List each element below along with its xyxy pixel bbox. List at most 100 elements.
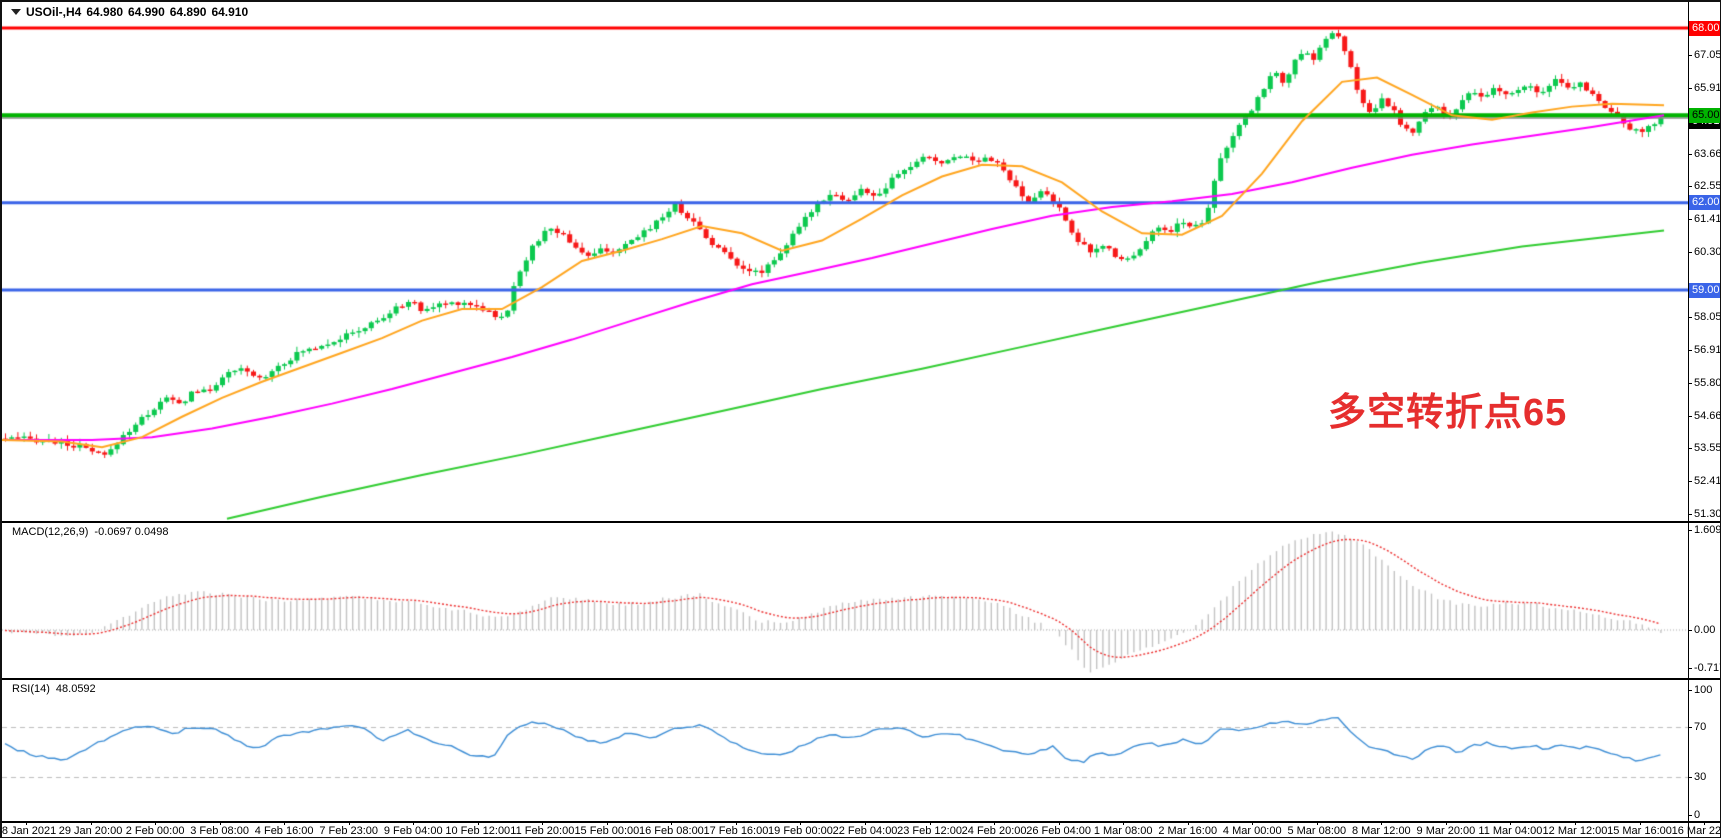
time-axis-label: 4 Feb 16:00: [254, 825, 314, 837]
time-axis-tick: [1187, 821, 1189, 825]
macd-axis-label: 0.00: [1694, 623, 1716, 636]
time-axis-tick: [994, 821, 996, 825]
rsi-panel-separator[interactable]: [2, 678, 1720, 680]
quote-open: 64.980: [86, 5, 124, 19]
time-axis-tick: [1445, 821, 1447, 825]
macd-values: -0.0697 0.0498: [94, 526, 169, 538]
time-axis-label: 4 Mar 00:00: [1222, 825, 1282, 837]
symbol-timeframe: USOil-,H4: [26, 5, 82, 19]
price-axis-label: 55.800: [1694, 376, 1721, 389]
macd-axis-tick: [1688, 529, 1692, 531]
time-axis-label: 26 Feb 04:00: [1026, 825, 1092, 837]
time-axis-label: 19 Feb 00:00: [768, 825, 833, 837]
price-axis-tick: [1688, 415, 1692, 417]
time-axis-tick: [929, 821, 931, 825]
rsi-value: 48.0592: [55, 683, 96, 695]
time-axis-label: 8 Mar 12:00: [1351, 825, 1411, 837]
symbol-dropdown-icon[interactable]: [11, 9, 21, 15]
price-axis-tick: [1688, 513, 1692, 515]
time-axis-tick: [735, 821, 737, 825]
price-axis-border: [1688, 2, 1689, 837]
time-axis-label: 12 Mar 12:00: [1542, 825, 1608, 837]
rsi-axis-tick: [1688, 727, 1692, 728]
rsi-axis-label: 0: [1694, 808, 1701, 821]
time-axis-label: 16 Feb 08:00: [638, 825, 704, 837]
time-axis-label: 17 Feb 16:00: [703, 825, 769, 837]
time-axis-tick: [1639, 821, 1641, 825]
time-axis-tick: [1510, 821, 1512, 825]
time-axis-tick: [542, 821, 544, 825]
time-axis-tick: [1058, 821, 1060, 825]
symbol-header: USOil-,H4 64.980 64.990 64.890 64.910: [10, 5, 253, 19]
rsi-axis-tick: [1688, 777, 1692, 778]
time-axis-label: 9 Feb 04:00: [383, 825, 443, 837]
time-axis-label: 16 Mar 22:00: [1671, 825, 1721, 837]
price-axis-label: 52.410: [1694, 475, 1721, 488]
price-level-badge: 68.000: [1689, 20, 1720, 36]
price-axis-tick: [1688, 219, 1692, 221]
macd-axis-label: 1.6093: [1694, 523, 1721, 536]
price-axis-tick: [1688, 153, 1692, 155]
time-axis-tick: [26, 821, 27, 825]
time-axis-label: 22 Feb 04:00: [832, 825, 898, 837]
time-axis-tick: [477, 821, 479, 825]
time-axis-label: 2 Mar 16:00: [1158, 825, 1218, 837]
price-axis-tick: [1688, 317, 1692, 319]
time-axis-label: 23 Feb 12:00: [897, 825, 962, 837]
time-axis-tick: [1381, 821, 1383, 825]
macd-panel-separator[interactable]: [2, 521, 1720, 523]
macd-label: MACD(12,26,9): [12, 526, 89, 538]
time-axis-label: 24 Feb 20:00: [961, 825, 1027, 837]
time-axis-tick: [671, 821, 673, 825]
price-axis-label: 56.910: [1694, 344, 1721, 357]
price-axis-label: 62.550: [1694, 180, 1721, 193]
price-axis-label: 61.410: [1694, 213, 1721, 226]
time-axis-tick: [606, 821, 608, 825]
rsi-axis-tick: [1688, 814, 1692, 816]
price-axis-tick: [1688, 448, 1692, 450]
rsi-axis-label: 100: [1694, 683, 1713, 696]
time-axis-tick: [1252, 821, 1254, 825]
time-axis-label: 10 Feb 12:00: [445, 825, 511, 837]
time-axis-tick: [284, 821, 286, 825]
price-axis-tick: [1688, 55, 1692, 57]
time-axis-tick: [1574, 821, 1576, 825]
time-axis-label: 7 Feb 23:00: [319, 825, 379, 837]
price-axis-tick: [1688, 481, 1692, 483]
rsi-axis-tick: [1688, 689, 1692, 691]
time-axis-label: 15 Mar 16:00: [1607, 825, 1672, 837]
quote-low: 64.890: [169, 5, 207, 19]
price-axis-label: 63.660: [1694, 147, 1721, 160]
time-axis-label: 11 Feb 20:00: [510, 825, 575, 837]
rsi-axis-label: 30: [1694, 771, 1707, 783]
time-axis-label: 1 Mar 08:00: [1093, 825, 1153, 837]
rsi-label: RSI(14): [12, 683, 50, 695]
price-axis-tick: [1688, 350, 1692, 352]
time-axis-tick: [800, 821, 802, 825]
price-axis-label: 65.910: [1694, 82, 1721, 95]
price-axis-tick: [1688, 382, 1692, 384]
macd-header: MACD(12,26,9) -0.0697 0.0498: [12, 526, 174, 538]
price-axis-label: 60.300: [1694, 245, 1721, 258]
time-axis-border: [2, 821, 1720, 823]
price-axis-label: 53.550: [1694, 442, 1721, 455]
time-axis-tick: [219, 821, 221, 825]
chart-canvas[interactable]: [2, 2, 1688, 822]
time-axis-tick: [1123, 821, 1125, 825]
time-axis-tick: [413, 821, 415, 825]
time-axis-label: 15 Feb 00:00: [574, 825, 640, 837]
price-axis-label: 51.300: [1694, 507, 1721, 520]
rsi-axis-label: 70: [1694, 721, 1707, 733]
rsi-header: RSI(14) 48.0592: [12, 683, 102, 695]
macd-axis-label: -0.7172: [1694, 661, 1720, 674]
time-axis-tick: [1316, 821, 1318, 825]
price-level-badge: 65.000: [1689, 107, 1720, 123]
time-axis-tick: [90, 821, 92, 825]
time-axis-label: 2 Feb 00:00: [125, 825, 185, 837]
time-axis-tick: [1704, 821, 1706, 825]
time-axis-label: 29 Jan 20:00: [58, 825, 123, 837]
price-level-badge: 59.000: [1689, 282, 1720, 298]
time-axis-label: 28 Jan 2021: [0, 825, 57, 837]
time-axis-label: 3 Feb 08:00: [190, 825, 249, 837]
